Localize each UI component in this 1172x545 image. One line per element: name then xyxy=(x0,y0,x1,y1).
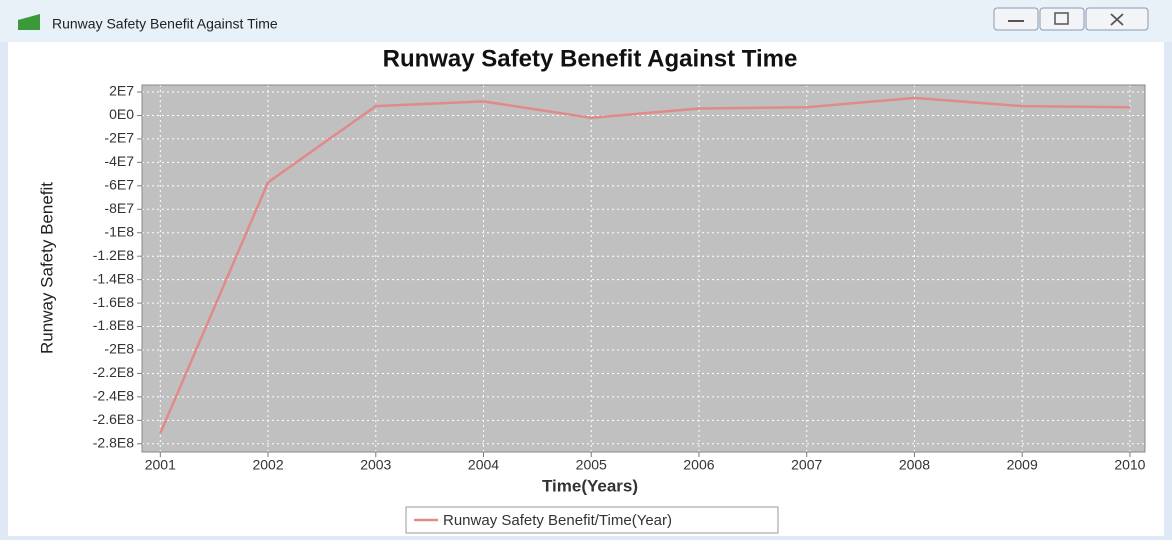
data-line xyxy=(159,96,1130,434)
x-tick-label: 2009 xyxy=(1007,457,1038,473)
y-tick-label: -4E7 xyxy=(104,153,134,169)
y-tick-label: -2.8E8 xyxy=(93,434,134,450)
y-tick-label: -2.2E8 xyxy=(93,364,134,380)
title-bar xyxy=(0,0,1172,42)
x-axis-label: Time(Years) xyxy=(542,476,638,495)
y-tick-label: -6E7 xyxy=(104,177,134,193)
x-tick-label: 2005 xyxy=(576,457,607,473)
y-tick-label: -2E8 xyxy=(104,341,134,357)
x-tick-label: 2001 xyxy=(145,457,176,473)
y-tick-label: -2.4E8 xyxy=(93,388,134,404)
y-tick-label: -1.6E8 xyxy=(93,294,134,310)
maximize-button[interactable] xyxy=(1039,7,1085,31)
y-tick-label: 0E0 xyxy=(109,106,134,122)
x-tick-label: 2010 xyxy=(1114,457,1145,473)
x-tick-label: 2003 xyxy=(360,457,391,473)
y-tick-label: -2.6E8 xyxy=(93,411,134,427)
y-tick-label: -1.8E8 xyxy=(93,317,134,333)
x-tick-label: 2006 xyxy=(683,457,714,473)
y-tick-label: -2E7 xyxy=(104,130,134,146)
window-controls xyxy=(993,7,1149,31)
y-tick-label: -1E8 xyxy=(104,223,134,239)
x-tick-label: 2002 xyxy=(252,457,283,473)
x-tick-label: 2007 xyxy=(791,457,822,473)
y-tick-label: 2E7 xyxy=(109,83,134,99)
plot-area xyxy=(142,85,1145,452)
x-tick-label: 2008 xyxy=(899,457,930,473)
minimize-button[interactable] xyxy=(993,7,1039,31)
legend-box xyxy=(405,506,779,534)
y-tick-label: -1.4E8 xyxy=(93,270,134,286)
plot-border xyxy=(141,84,1146,453)
y-axis-label: Runway Safety Benefit xyxy=(37,182,56,354)
chart-title: Runway Safety Benefit Against Time xyxy=(383,45,798,72)
y-tick-label: -1.2E8 xyxy=(93,247,134,263)
window-icon xyxy=(18,14,40,30)
legend-label: Runway Safety Benefit/Time(Year) xyxy=(443,512,672,529)
window-title: Runway Safety Benefit Against Time xyxy=(52,16,278,32)
x-tick-label: 2004 xyxy=(468,457,499,473)
y-tick-label: -8E7 xyxy=(104,200,134,216)
